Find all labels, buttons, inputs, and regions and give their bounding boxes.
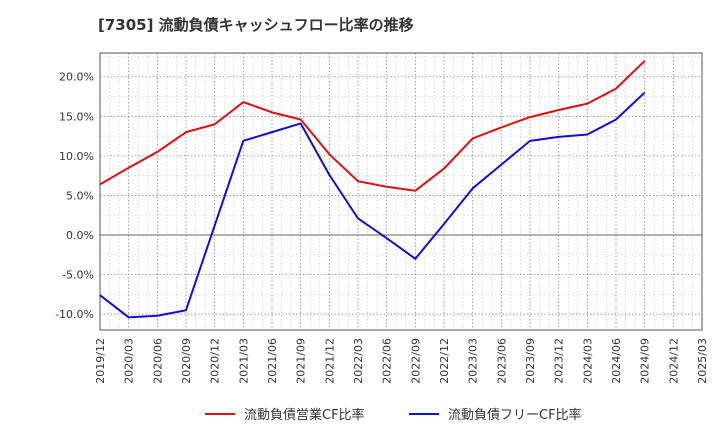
y-tick-label: -10.0% [55,308,94,321]
plot-area [100,53,702,330]
x-tick-label: 2024/06 [610,338,623,384]
series-line-2 [99,91,646,319]
x-tick-label: 2021/09 [295,338,308,384]
x-tick-label: 2022/12 [438,338,451,384]
legend-label-2: 流動負債フリーCF比率 [448,407,582,423]
x-tick-label: 2024/03 [581,338,594,384]
y-tick-label: -5.0% [62,269,94,282]
x-tick-label: 2023/12 [553,338,566,384]
x-tick-label: 2025/03 [696,338,709,384]
y-tick-label: 10.0% [59,150,94,163]
plot-frame [99,52,703,331]
legend-label-1: 流動負債営業CF比率 [244,407,365,423]
x-tick-label: 2019/12 [94,338,107,384]
axis-layer [99,52,703,331]
x-tick-label: 2022/03 [352,338,365,384]
y-tick-label: 15.0% [59,110,94,123]
x-tick-label: 2021/12 [323,338,336,384]
series-layer [99,60,646,319]
x-tick-label: 2022/09 [409,338,422,384]
x-tick-label: 2021/06 [266,338,279,384]
x-tick-label: 2020/03 [123,338,136,384]
x-tick-label: 2020/12 [209,338,222,384]
series-line-1 [99,60,646,192]
grid-layer [99,53,703,330]
x-tick-label: 2022/06 [381,338,394,384]
x-tick-label: 2023/06 [495,338,508,384]
x-tick-label: 2021/03 [237,338,250,384]
x-tick-label: 2024/09 [639,338,652,384]
x-tick-label: 2023/03 [467,338,480,384]
legend: 流動負債営業CF比率 流動負債フリーCF比率 [205,407,582,423]
x-tick-label: 2020/09 [180,338,193,384]
x-tick-label: 2024/12 [667,338,680,384]
y-tick-label: 5.0% [66,189,94,202]
chart-title: [7305] 流動負債キャッシュフロー比率の推移 [98,16,414,34]
label-layer: -10.0% -5.0% 0.0% 5.0% 10.0% 15.0% 20.0% 2019/1… [55,71,709,384]
y-tick-label: 20.0% [59,71,94,84]
y-tick-label: 0.0% [66,229,94,242]
x-tick-label: 2023/09 [524,338,537,384]
x-tick-label: 2020/06 [151,338,164,384]
